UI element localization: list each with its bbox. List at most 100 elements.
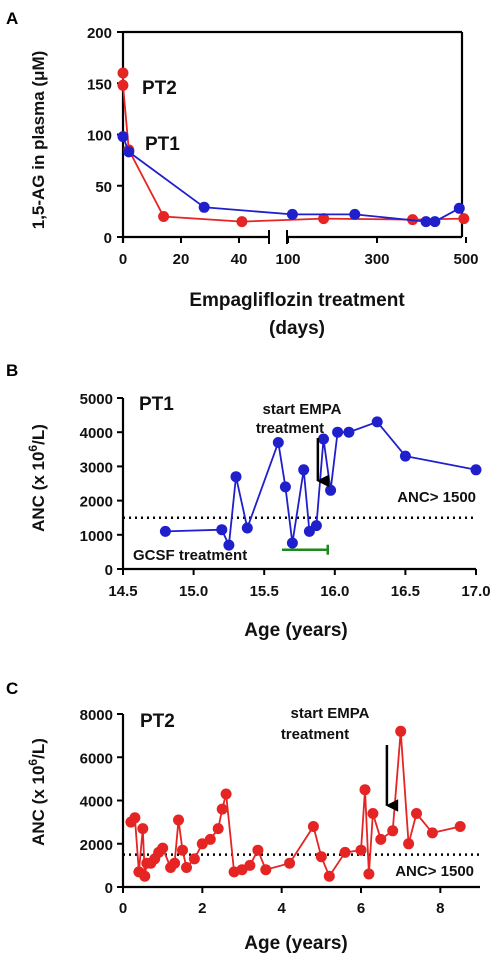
panel-a-pt2-point-3 [158,211,170,222]
panel-b-y-tick-label-4: 4000 [80,425,113,442]
panel-b-pt1-point-15 [371,416,383,428]
panel-a-x-tick-label-1-1: 300 [364,251,389,268]
panel-c-pt2-point-33 [363,868,375,880]
panel-a-y-tick-label-3: 150 [87,76,112,93]
panel-b-pt1-point-16 [399,450,411,462]
panel-c-pt2-point-11 [169,857,181,869]
panel-b-x-tick-label-1: 15.0 [179,583,208,600]
gcsf-label: GCSF treatment [133,547,247,564]
panel-b-pt1-point-5 [272,437,284,448]
panel-b-x-tick-label-2: 15.5 [250,583,279,600]
panel-c-x-tick-label-3: 6 [357,900,365,917]
panel-b-x-tick-label-4: 16.5 [391,583,420,600]
panel-b-pt1-point-6 [279,481,291,493]
panel-b-pt1-point-4 [241,522,253,534]
panel-a-label: A [6,9,18,28]
panel-a-pt2-point-4 [236,216,248,228]
panel-c-y-tick-label-2: 4000 [80,794,113,811]
panel-b-pt1-point-10 [310,520,322,532]
panel-c-annotation-line1: start EMPA [291,705,370,722]
panel-b-pt1-point-2 [223,539,235,551]
panel-c-series-label-pt2: PT2 [140,711,175,732]
panel-b-y-tick-label-3: 3000 [80,459,113,476]
panel-b-pt1-point-0 [159,525,171,537]
panel-c-pt2-point-40 [426,827,438,839]
panel-c-pt2-point-30 [339,846,351,858]
panel-c-x-tick-label-1: 2 [198,900,206,917]
panel-a-x-tick-label-1-0: 100 [275,251,300,268]
panel-c-annotation-line2: treatment [281,726,349,743]
panel-a-pt2-point-7 [458,213,470,225]
panel-c-label: C [6,679,18,698]
panel-a-x-tick-label-0-0: 0 [119,251,127,268]
panel-a-pt2-point-5 [318,213,330,225]
panel-b-x-tick-label-0: 14.5 [108,583,137,600]
panel-a-pt1-point-1 [123,146,135,158]
panel-b-annotation-line2: treatment [256,420,324,437]
panel-c-pt2-point-31 [355,844,367,856]
panel-b-label: B [6,361,18,380]
panel-c-pt2-point-28 [315,851,327,863]
panel-c-pt2-point-29 [323,870,335,882]
panel-b-pt1-point-7 [286,537,298,549]
panel-a-pt1-point-5 [420,216,432,228]
panel-b-pt1-point-13 [332,426,344,438]
panel-b-x-tick-label-3: 16.0 [320,583,349,600]
panel-c-pt2-point-18 [212,823,224,835]
panel-c-pt2-point-39 [411,808,422,819]
panel-c-pt2-point-3 [137,823,149,835]
panel-a-y-tick-label-2: 100 [87,128,112,145]
panel-a-x-tick-label-0-2: 40 [231,251,248,268]
panel-b-pt1-point-12 [325,484,337,496]
legend-label-pt2: PT2 [142,78,177,99]
panel-a-y-tick-label-1: 50 [95,179,112,196]
panel-c-pt2-point-4 [139,870,151,882]
chart-panel-c: ANC (x 106/L) Age (years) PT2 start EMPA… [26,705,474,954]
panel-b-pt1-point-11 [318,433,329,445]
panel-a-pt1-point-4 [349,208,361,220]
panel-a-y-axis-label: 1,5-AG in plasma (μM) [29,51,48,230]
panel-b-pt1-point-17 [470,464,482,476]
panel-c-pt2-point-12 [173,814,184,826]
panel-c-y-tick-label-3: 6000 [80,750,113,767]
panel-c-y-label-main: ANC (x 10 [29,766,48,846]
panel-a-pt1-point-0 [117,131,129,143]
panel-b-y-tick-label-0: 0 [105,562,113,579]
panel-c-y-label-sup: 6 [26,759,40,766]
panel-b-pt1-point-14 [343,426,355,438]
panel-b-y-tick-label-1: 1000 [80,528,113,545]
panel-c-pt2-point-9 [157,842,169,854]
panel-a-pt1-point-7 [453,202,465,214]
panel-a-y-tick-label-4: 200 [87,25,112,42]
panel-b-y-label-sup: 6 [26,445,40,452]
chart-panel-a: 1,5-AG in plasma (μM) Empagliflozin trea… [29,51,405,339]
panel-c-pt2-point-17 [204,833,216,845]
panel-c-pt2-point-23 [244,859,256,871]
panel-c-pt2-point-15 [188,853,200,865]
panel-c-pt2-point-36 [387,825,399,837]
panel-a-y-tick-label-0: 0 [104,230,112,247]
panel-c-pt2-point-26 [284,857,296,869]
panel-b-y-axis-label: ANC (x 106/L) [26,424,48,532]
panel-c-pt2-point-38 [403,838,415,850]
panel-c-pt2-point-37 [395,725,407,737]
panel-b-x-tick-label-5: 17.0 [461,583,490,600]
panel-c-pt2-point-19 [216,803,228,815]
panel-c-y-tick-label-0: 0 [105,880,113,897]
panel-c-threshold-label: ANC> 1500 [395,863,474,880]
panel-b-y-label-tail: /L) [29,424,48,445]
panel-c-y-tick-label-4: 8000 [80,707,113,724]
panel-a-pt2-point-1 [117,79,129,91]
panel-b-y-tick-label-2: 2000 [80,494,113,511]
panel-c-pt2-point-34 [367,808,379,819]
panel-b-threshold-label: ANC> 1500 [397,489,476,506]
panel-a-x-axis-label-unit: (days) [269,318,325,339]
panel-a-x-tick-label-1-2: 500 [453,251,478,268]
panel-a-x-tick-label-0-1: 20 [173,251,190,268]
panel-c-x-axis-label: Age (years) [244,933,348,954]
panel-b-y-label-main: ANC (x 10 [29,452,48,532]
panel-c-pt2-point-35 [375,833,387,845]
legend-label-pt1: PT1 [145,134,180,155]
panel-b-series-label-pt1: PT1 [139,394,174,415]
